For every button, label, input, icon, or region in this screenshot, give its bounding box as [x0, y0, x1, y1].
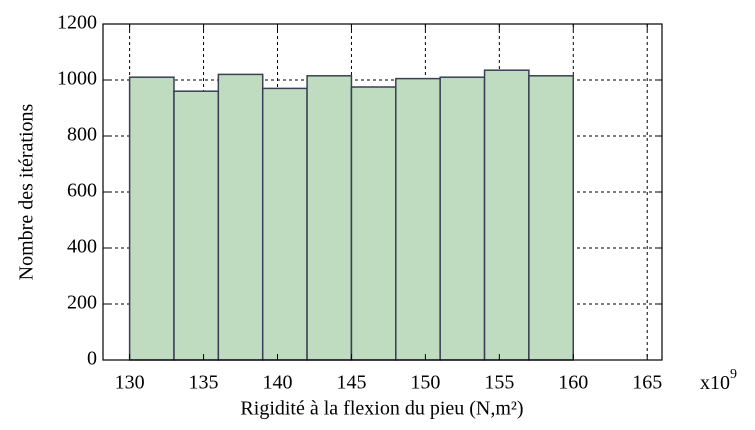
x-multiplier: x109: [700, 367, 737, 393]
bar: [483, 69, 530, 361]
y-tick-label: 200: [67, 292, 97, 314]
bar: [528, 75, 575, 361]
bar: [395, 77, 441, 361]
x-tick-label: 135: [189, 372, 219, 394]
x-tick-label: 130: [115, 372, 145, 394]
bar: [173, 90, 220, 361]
x-axis-label: Rigidité à la flexion du pieu (N,m²): [240, 398, 523, 420]
bar: [128, 76, 175, 361]
x-tick-label: 140: [263, 372, 293, 394]
y-tick-label: 1000: [57, 68, 97, 90]
bar: [261, 87, 308, 361]
y-tick-label: 400: [67, 236, 97, 258]
x-tick-label: 150: [410, 372, 440, 394]
y-tick-label: 800: [67, 124, 97, 146]
x-tick-label: 165: [632, 372, 662, 394]
y-tick-label: 1200: [57, 12, 97, 34]
bar: [217, 73, 264, 361]
bar: [350, 86, 397, 361]
y-tick-label: 0: [87, 348, 97, 370]
x-multiplier-base: x10: [700, 372, 730, 394]
x-tick-label: 145: [336, 372, 366, 394]
y-tick-label: 600: [67, 180, 97, 202]
bar: [306, 75, 353, 361]
x-tick-label: 160: [558, 372, 588, 394]
bar: [439, 76, 486, 361]
x-tick-label: 155: [484, 372, 514, 394]
y-axis-label: Nombre des itérations: [16, 103, 38, 280]
x-multiplier-exponent: 9: [730, 367, 737, 382]
